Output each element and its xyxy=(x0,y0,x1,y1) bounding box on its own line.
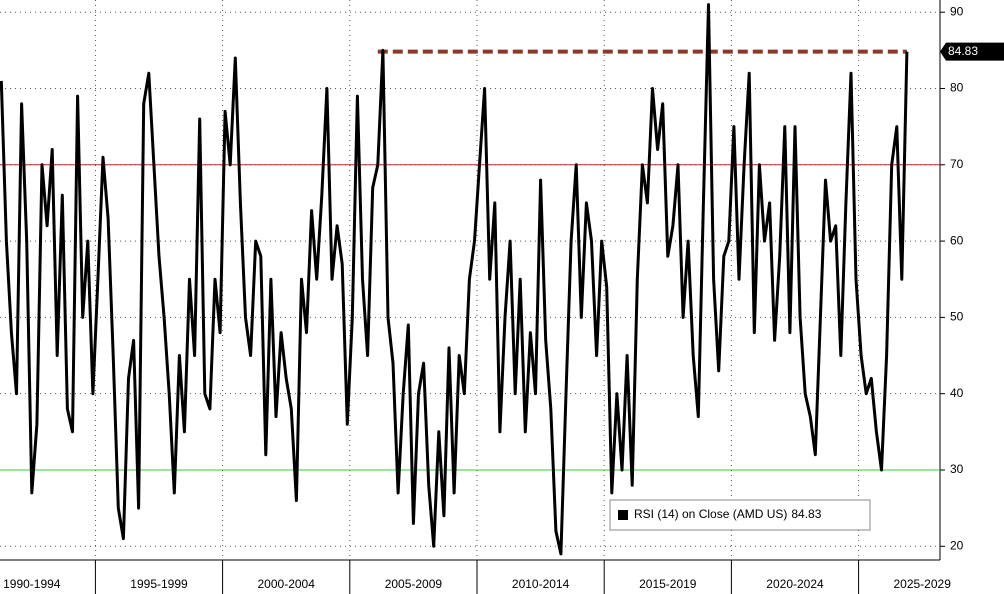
last-value-tag xyxy=(940,42,1004,61)
legend-text: RSI (14) on Close (AMD US) 84.83 xyxy=(634,507,822,521)
legend-name: RSI (14) on Close (AMD US) xyxy=(634,507,787,521)
y-tick-label: 40 xyxy=(950,386,964,400)
x-tick-label: 2020-2024 xyxy=(766,577,824,591)
x-tick-label: 2005-2009 xyxy=(385,577,443,591)
x-tick-label: 2025-2029 xyxy=(893,577,951,591)
y-tick-label: 90 xyxy=(950,4,964,18)
y-tick-label: 80 xyxy=(950,81,964,95)
x-tick-label: 1995-1999 xyxy=(130,577,188,591)
x-tick-label: 2015-2019 xyxy=(639,577,697,591)
legend-box xyxy=(609,499,871,531)
legend: RSI (14) on Close (AMD US) 84.83 xyxy=(609,499,871,531)
y-tick-label: 20 xyxy=(950,538,964,552)
last-value-label: 84.83 xyxy=(948,44,978,58)
y-tick-label: 70 xyxy=(950,157,964,171)
legend-value: 84.83 xyxy=(791,507,821,521)
x-tick-label: 2000-2004 xyxy=(258,577,316,591)
y-tick-label: 30 xyxy=(950,462,964,476)
x-tick-label: 2010-2014 xyxy=(512,577,570,591)
x-tick-label: 1990-1994 xyxy=(3,577,61,591)
y-tick-label: 50 xyxy=(950,310,964,324)
y-tick-label: 60 xyxy=(950,233,964,247)
legend-swatch xyxy=(618,510,628,520)
series-line xyxy=(0,3,909,556)
